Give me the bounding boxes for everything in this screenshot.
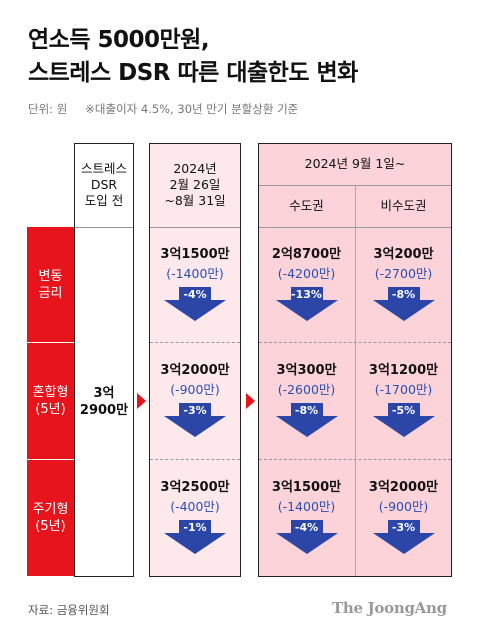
cell-percent: -3% (183, 404, 207, 417)
header-capital-area: 수도권 (289, 198, 324, 213)
down-arrow-icon: -8% (372, 287, 435, 321)
cell-change: (-1400만) (277, 499, 336, 514)
table-cell: 3억1200만 (-1700만) -5% (355, 362, 452, 437)
cell-value: 3억1200만 (368, 363, 439, 378)
row-label-variable: 변동 금리 (27, 227, 74, 342)
panel-stage1 (149, 143, 241, 577)
down-arrow-icon: -1% (164, 520, 226, 554)
cell-value: 3억300만 (276, 363, 337, 378)
down-arrow-icon: -5% (372, 403, 435, 437)
cell-value: 3억1500만 (160, 247, 230, 262)
cell-percent: -8% (294, 404, 319, 417)
title-line-1: 연소득 5000만원, (28, 27, 210, 53)
chart-title: 연소득 5000만원, 스트레스 DSR 따른 대출한도 변화 (28, 24, 468, 90)
down-arrow-icon: -8% (275, 403, 338, 437)
down-arrow-icon: -4% (275, 520, 338, 554)
cell-percent: -8% (391, 288, 416, 301)
cell-value: 3억200만 (373, 247, 434, 262)
table-cell: 3억200만 (-2700만) -8% (355, 246, 452, 321)
cell-percent: -3% (391, 521, 416, 534)
publisher-logo: The JoongAng (332, 599, 447, 617)
cell-percent: -4% (294, 521, 319, 534)
pre-dsr-value: 3억 2900만 (79, 386, 129, 418)
divider-header-bottom-pre (75, 227, 133, 228)
cell-change: (-400만) (170, 499, 220, 514)
cell-value: 3억2500만 (160, 480, 230, 495)
cell-value: 3억1500만 (271, 480, 342, 495)
header-pre-dsr: 스트레스 DSR 도입 전 (80, 161, 127, 208)
down-arrow-icon: -4% (164, 287, 226, 321)
divider-region-columns (355, 185, 356, 576)
row-divider (259, 459, 451, 460)
table-cell: 3억1500만 (-1400만) -4% (258, 479, 355, 554)
table-cell: 3억2500만 (-400만) -1% (149, 479, 241, 554)
row-divider (150, 342, 240, 343)
down-arrow-icon: -13% (275, 287, 338, 321)
assumption-note: ※대출이자 4.5%, 30년 만기 분할상환 기준 (85, 102, 299, 116)
panel-pre-dsr (74, 143, 134, 577)
row-label-mixed: 혼합형 (5년) (27, 343, 74, 459)
divider-header-bottom-stage2 (259, 227, 451, 228)
row-label-periodic: 주기형 (5년) (27, 460, 74, 576)
cell-value: 3억2000만 (160, 363, 230, 378)
cell-percent: -13% (291, 288, 322, 301)
table-cell: 3억2000만 (-900만) -3% (149, 362, 241, 437)
unit-label: 단위: 원 (28, 102, 68, 116)
row-divider (150, 459, 240, 460)
header-stage2-group: 2024년 9월 1일~ (304, 156, 406, 171)
cell-change: (-1400만) (166, 266, 224, 281)
table-cell: 2억8700만 (-4200만) -13% (258, 246, 355, 321)
cell-change: (-4200만) (277, 266, 336, 281)
down-arrow-icon: -3% (372, 520, 435, 554)
cell-change: (-2600만) (277, 382, 336, 397)
cell-percent: -4% (183, 288, 207, 301)
title-line-2: 스트레스 DSR 따른 대출한도 변화 (28, 60, 358, 86)
flow-arrow-1 (137, 393, 146, 409)
cell-change: (-2700만) (374, 266, 433, 281)
table-cell: 3억2000만 (-900만) -3% (355, 479, 452, 554)
down-arrow-icon: -3% (164, 403, 226, 437)
cell-change: (-900만) (170, 382, 220, 397)
header-stage1: 2024년 2월 26일 ~8월 31일 (164, 161, 226, 208)
source-label: 자료: 금융위원회 (28, 603, 110, 617)
table-cell: 3억300만 (-2600만) -8% (258, 362, 355, 437)
header-non-capital-area: 비수도권 (380, 198, 427, 213)
cell-percent: -5% (391, 404, 416, 417)
cell-percent: -1% (183, 521, 207, 534)
table-cell: 3억1500만 (-1400만) -4% (149, 246, 241, 321)
cell-value: 2억8700만 (271, 247, 342, 262)
cell-change: (-1700만) (374, 382, 433, 397)
divider-header-bottom (150, 227, 240, 228)
flow-arrow-2 (246, 393, 255, 409)
cell-value: 3억2000만 (368, 480, 439, 495)
meta-line: 단위: 원 ※대출이자 4.5%, 30년 만기 분할상환 기준 (28, 101, 298, 117)
row-divider (259, 342, 451, 343)
cell-change: (-900만) (378, 499, 429, 514)
